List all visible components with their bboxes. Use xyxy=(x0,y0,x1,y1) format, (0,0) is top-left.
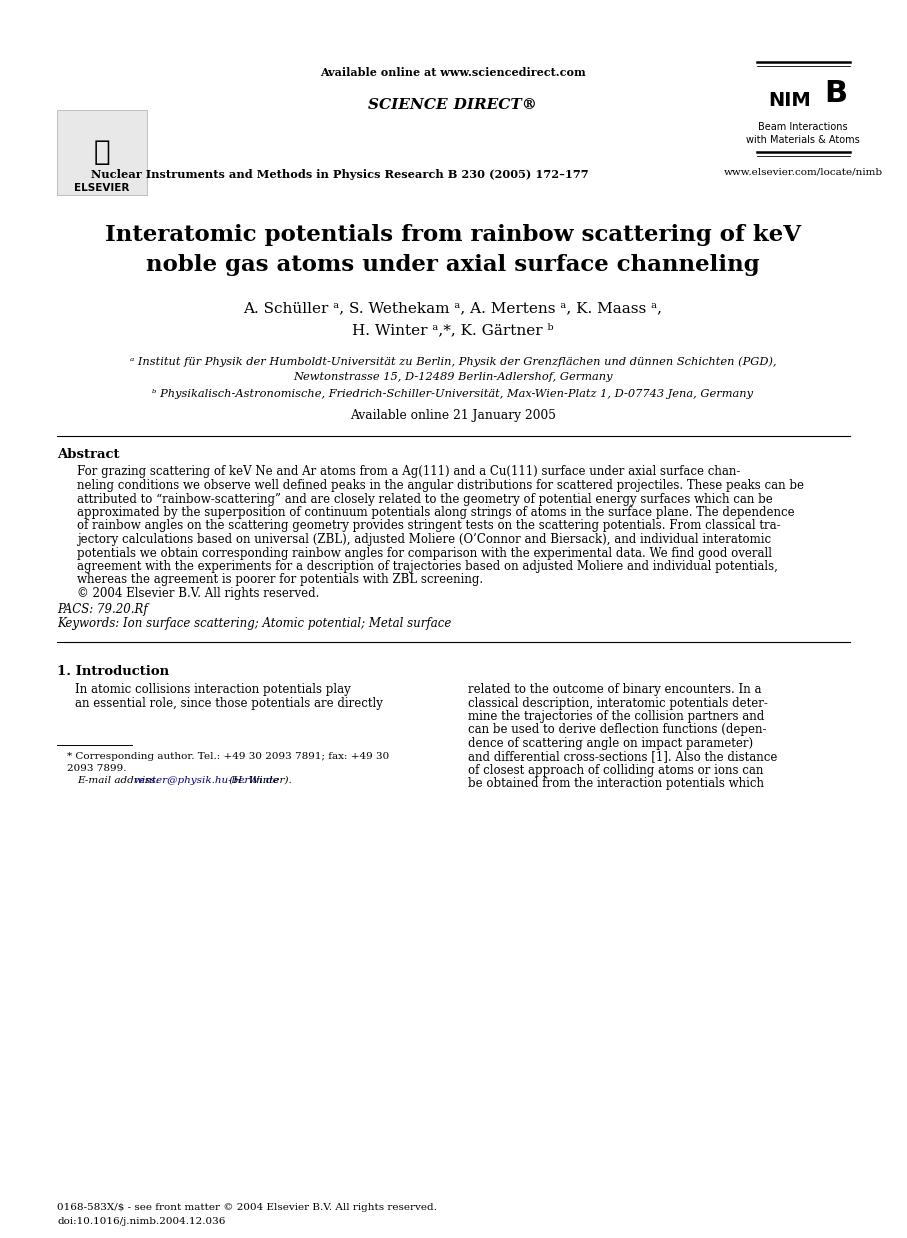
Text: neling conditions we observe well defined peaks in the angular distributions for: neling conditions we observe well define… xyxy=(77,479,804,491)
Text: 🌲: 🌲 xyxy=(93,137,111,166)
Text: ᵇ Physikalisch-Astronomische, Friedrich-Schiller-Universität, Max-Wien-Platz 1, : ᵇ Physikalisch-Astronomische, Friedrich-… xyxy=(152,389,754,399)
Text: jectory calculations based on universal (ZBL), adjusted Moliere (O’Connor and Bi: jectory calculations based on universal … xyxy=(77,534,771,546)
Text: Newtonstrasse 15, D-12489 Berlin-Adlershof, Germany: Newtonstrasse 15, D-12489 Berlin-Adlersh… xyxy=(293,371,613,383)
Text: ELSEVIER: ELSEVIER xyxy=(74,183,130,193)
Text: Available online 21 January 2005: Available online 21 January 2005 xyxy=(350,410,556,422)
Text: approximated by the superposition of continuum potentials along strings of atoms: approximated by the superposition of con… xyxy=(77,506,795,519)
Text: For grazing scattering of keV Ne and Ar atoms from a Ag(111) and a Cu(111) surfa: For grazing scattering of keV Ne and Ar … xyxy=(77,465,740,479)
Text: Nuclear Instruments and Methods in Physics Research B 230 (2005) 172–177: Nuclear Instruments and Methods in Physi… xyxy=(92,170,589,181)
Text: In atomic collisions interaction potentials play: In atomic collisions interaction potenti… xyxy=(75,683,351,696)
Text: * Corresponding author. Tel.: +49 30 2093 7891; fax: +49 30: * Corresponding author. Tel.: +49 30 209… xyxy=(67,751,389,761)
Text: Interatomic potentials from rainbow scattering of keV: Interatomic potentials from rainbow scat… xyxy=(105,224,801,246)
Text: www.elsevier.com/locate/nimb: www.elsevier.com/locate/nimb xyxy=(724,167,883,177)
Text: an essential role, since those potentials are directly: an essential role, since those potential… xyxy=(75,697,383,709)
Text: Available online at www.sciencedirect.com: Available online at www.sciencedirect.co… xyxy=(320,67,586,78)
Text: agreement with the experiments for a description of trajectories based on adjust: agreement with the experiments for a des… xyxy=(77,560,778,573)
FancyBboxPatch shape xyxy=(57,110,147,196)
Text: Keywords: Ion surface scattering; Atomic potential; Metal surface: Keywords: Ion surface scattering; Atomic… xyxy=(57,617,452,630)
Text: whereas the agreement is poorer for potentials with ZBL screening.: whereas the agreement is poorer for pote… xyxy=(77,573,483,587)
Text: of closest approach of colliding atoms or ions can: of closest approach of colliding atoms o… xyxy=(468,764,764,777)
Text: attributed to “rainbow-scattering” and are closely related to the geometry of po: attributed to “rainbow-scattering” and a… xyxy=(77,493,773,505)
Text: and differential cross-sections [1]. Also the distance: and differential cross-sections [1]. Als… xyxy=(468,750,777,764)
Text: winter@physik.hu-berlin.de: winter@physik.hu-berlin.de xyxy=(134,776,279,785)
Text: with Materials & Atoms: with Materials & Atoms xyxy=(746,135,860,145)
Text: PACS: 79.20.Rf: PACS: 79.20.Rf xyxy=(57,603,148,617)
Text: 1. Introduction: 1. Introduction xyxy=(57,665,169,678)
Text: 2093 7899.: 2093 7899. xyxy=(67,764,126,773)
Text: 0168-583X/$ - see front matter © 2004 Elsevier B.V. All rights reserved.: 0168-583X/$ - see front matter © 2004 El… xyxy=(57,1203,437,1212)
Text: © 2004 Elsevier B.V. All rights reserved.: © 2004 Elsevier B.V. All rights reserved… xyxy=(77,587,319,600)
Text: related to the outcome of binary encounters. In a: related to the outcome of binary encount… xyxy=(468,683,762,696)
Text: classical description, interatomic potentials deter-: classical description, interatomic poten… xyxy=(468,697,768,709)
Text: noble gas atoms under axial surface channeling: noble gas atoms under axial surface chan… xyxy=(146,254,760,276)
Text: of rainbow angles on the scattering geometry provides stringent tests on the sca: of rainbow angles on the scattering geom… xyxy=(77,520,781,532)
Text: (H. Winter).: (H. Winter). xyxy=(226,776,292,785)
Text: ᵃ Institut für Physik der Humboldt-Universität zu Berlin, Physik der Grenzfläche: ᵃ Institut für Physik der Humboldt-Unive… xyxy=(130,357,776,368)
Text: doi:10.1016/j.nimb.2004.12.036: doi:10.1016/j.nimb.2004.12.036 xyxy=(57,1217,225,1227)
Text: be obtained from the interaction potentials which: be obtained from the interaction potenti… xyxy=(468,777,764,791)
Text: E-mail address:: E-mail address: xyxy=(77,776,162,785)
Text: B: B xyxy=(824,79,847,109)
Text: mine the trajectories of the collision partners and: mine the trajectories of the collision p… xyxy=(468,711,765,723)
Text: Abstract: Abstract xyxy=(57,448,120,462)
Text: can be used to derive deflection functions (depen-: can be used to derive deflection functio… xyxy=(468,723,766,737)
Text: dence of scattering angle on impact parameter): dence of scattering angle on impact para… xyxy=(468,737,753,750)
Text: A. Schüller ᵃ, S. Wethekam ᵃ, A. Mertens ᵃ, K. Maass ᵃ,: A. Schüller ᵃ, S. Wethekam ᵃ, A. Mertens… xyxy=(243,301,662,314)
Text: H. Winter ᵃ,*, K. Gärtner ᵇ: H. Winter ᵃ,*, K. Gärtner ᵇ xyxy=(352,323,554,337)
Text: NIM: NIM xyxy=(768,90,812,109)
Text: SCIENCE  DIRECT®: SCIENCE DIRECT® xyxy=(368,98,538,111)
Text: potentials we obtain corresponding rainbow angles for comparison with the experi: potentials we obtain corresponding rainb… xyxy=(77,546,772,560)
Text: Beam Interactions: Beam Interactions xyxy=(758,123,848,132)
